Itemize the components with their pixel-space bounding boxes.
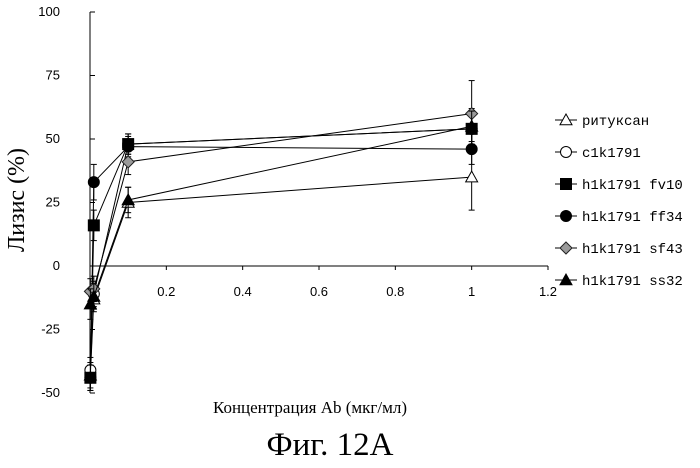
y-tick-label: 100 <box>38 4 60 19</box>
data-point-1 <box>466 171 478 182</box>
legend-marker <box>560 114 572 125</box>
legend-label: ритуксан <box>582 114 649 130</box>
x-tick-label: 0.8 <box>386 284 404 299</box>
y-tick-label: 75 <box>46 68 60 83</box>
series-line-2 <box>90 129 471 370</box>
legend-label: h1k1791 fv10 <box>582 178 683 194</box>
series-line-5 <box>90 114 471 292</box>
y-tick-label: 25 <box>46 195 60 210</box>
legend-label: h1k1791 sf43 <box>582 242 683 258</box>
x-tick-label: 0.2 <box>157 284 175 299</box>
legend-marker <box>560 242 572 254</box>
y-tick-label: 0 <box>53 258 60 273</box>
x-tick-label: 1.2 <box>539 284 557 299</box>
series-line-1 <box>90 177 471 375</box>
data-point-4 <box>88 177 99 188</box>
legend-label: h1k1791 ff34 <box>582 210 683 226</box>
series-line-3 <box>90 129 471 378</box>
legend-marker <box>560 274 572 285</box>
x-axis-title: Концентрация Ab (мкг/мл) <box>213 398 407 417</box>
legend-label: c1k1791 <box>582 146 641 162</box>
x-tick-label: 0.4 <box>234 284 252 299</box>
data-point-3 <box>88 220 99 231</box>
data-point-4 <box>85 372 96 383</box>
series-line-6 <box>90 126 471 304</box>
y-tick-label: -50 <box>41 385 60 400</box>
x-tick-label: 1 <box>468 284 475 299</box>
y-axis-title: Лизис (%) <box>4 148 30 252</box>
legend-marker <box>561 211 572 222</box>
y-tick-label: 50 <box>46 131 60 146</box>
legend-marker <box>561 179 572 190</box>
legend-label: h1k1791 ss32 <box>582 274 683 290</box>
figure-caption: Фиг. 12A <box>267 427 394 463</box>
data-point-5 <box>122 156 134 168</box>
x-tick-label: 0.6 <box>310 284 328 299</box>
legend-marker <box>561 147 572 158</box>
y-tick-label: -25 <box>41 322 60 337</box>
